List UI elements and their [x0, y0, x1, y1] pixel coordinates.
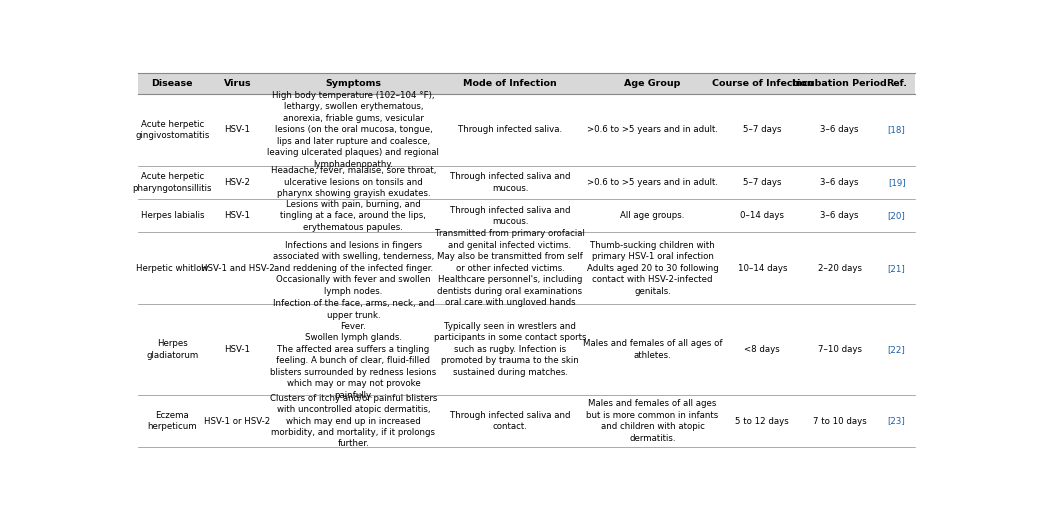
Text: Herpes
gladiatorum: Herpes gladiatorum — [146, 339, 198, 359]
Text: <8 days: <8 days — [744, 345, 780, 354]
Text: [20]: [20] — [887, 211, 905, 220]
Text: Headache, fever, malaise, sore throat,
ulcerative lesions on tonsils and
pharynx: Headache, fever, malaise, sore throat, u… — [271, 166, 436, 198]
Text: 7–10 days: 7–10 days — [818, 345, 862, 354]
Text: Disease: Disease — [151, 79, 193, 88]
Text: Males and females of all ages
but is more common in infants
and children with at: Males and females of all ages but is mor… — [586, 400, 718, 443]
Text: Through infected saliva and
mucous.: Through infected saliva and mucous. — [449, 205, 570, 226]
Text: [22]: [22] — [887, 345, 905, 354]
Text: 10–14 days: 10–14 days — [737, 264, 788, 273]
Text: 7 to 10 days: 7 to 10 days — [813, 417, 866, 425]
Text: Mode of Infection: Mode of Infection — [463, 79, 556, 88]
Text: 3–6 days: 3–6 days — [820, 178, 859, 187]
Text: Through infected saliva.: Through infected saliva. — [458, 125, 562, 134]
Text: 3–6 days: 3–6 days — [820, 211, 859, 220]
Text: 2–20 days: 2–20 days — [818, 264, 862, 273]
Text: Virus: Virus — [224, 79, 251, 88]
Text: [19]: [19] — [887, 178, 905, 187]
Text: Transmitted from primary orofacial
and genital infected victims.
May also be tra: Transmitted from primary orofacial and g… — [435, 229, 585, 307]
Text: Thumb-sucking children with
primary HSV-1 oral infection
Adults aged 20 to 30 fo: Thumb-sucking children with primary HSV-… — [587, 241, 718, 296]
Text: Herpes labialis: Herpes labialis — [141, 211, 204, 220]
Text: 5 to 12 days: 5 to 12 days — [735, 417, 790, 425]
Text: 5–7 days: 5–7 days — [743, 125, 781, 134]
Text: HSV-1: HSV-1 — [225, 211, 251, 220]
Text: Symptoms: Symptoms — [326, 79, 381, 88]
Bar — [138, 73, 915, 94]
Text: Infection of the face, arms, neck, and
upper trunk.
Fever.
Swollen lymph glands.: Infection of the face, arms, neck, and u… — [270, 299, 437, 400]
Text: Typically seen in wrestlers and
participants in some contact sports
such as rugb: Typically seen in wrestlers and particip… — [434, 322, 586, 377]
Text: Age Group: Age Group — [625, 79, 680, 88]
Text: Clusters of itchy and/or painful blisters
with uncontrolled atopic dermatitis,
w: Clusters of itchy and/or painful blister… — [270, 393, 437, 449]
Text: 3–6 days: 3–6 days — [820, 125, 859, 134]
Text: Acute herpetic
pharyngotonsillitis: Acute herpetic pharyngotonsillitis — [132, 172, 212, 193]
Text: Through infected saliva and
contact.: Through infected saliva and contact. — [449, 411, 570, 431]
Text: High body temperature (102–104 °F),
lethargy, swollen erythematous,
anorexia, fr: High body temperature (102–104 °F), leth… — [268, 91, 439, 169]
Text: All age groups.: All age groups. — [621, 211, 685, 220]
Text: HSV-2: HSV-2 — [225, 178, 251, 187]
Text: HSV-1 or HSV-2: HSV-1 or HSV-2 — [205, 417, 271, 425]
Text: [23]: [23] — [887, 417, 905, 425]
Text: Lesions with pain, burning, and
tingling at a face, around the lips,
erythematou: Lesions with pain, burning, and tingling… — [280, 200, 426, 232]
Text: HSV-1: HSV-1 — [225, 125, 251, 134]
Text: Eczema
herpeticum: Eczema herpeticum — [148, 411, 197, 431]
Text: 5–7 days: 5–7 days — [743, 178, 781, 187]
Text: Ref.: Ref. — [886, 79, 907, 88]
Text: Acute herpetic
gingivostomatitis: Acute herpetic gingivostomatitis — [135, 120, 210, 140]
Text: Through infected saliva and
mucous.: Through infected saliva and mucous. — [449, 172, 570, 193]
Text: Herpetic whitlow: Herpetic whitlow — [136, 264, 209, 273]
Text: [18]: [18] — [887, 125, 905, 134]
Text: Males and females of all ages of
athletes.: Males and females of all ages of athlete… — [583, 339, 722, 359]
Text: >0.6 to >5 years and in adult.: >0.6 to >5 years and in adult. — [587, 125, 718, 134]
Text: Infections and lesions in fingers
associated with swelling, tenderness,
and redd: Infections and lesions in fingers associ… — [273, 241, 434, 296]
Text: >0.6 to >5 years and in adult.: >0.6 to >5 years and in adult. — [587, 178, 718, 187]
Text: HSV-1 and HSV-2: HSV-1 and HSV-2 — [201, 264, 274, 273]
Text: 0–14 days: 0–14 days — [740, 211, 784, 220]
Text: HSV-1: HSV-1 — [225, 345, 251, 354]
Text: Course of Infection: Course of Infection — [712, 79, 813, 88]
Text: [21]: [21] — [887, 264, 905, 273]
Text: Incubation Period: Incubation Period — [793, 79, 887, 88]
